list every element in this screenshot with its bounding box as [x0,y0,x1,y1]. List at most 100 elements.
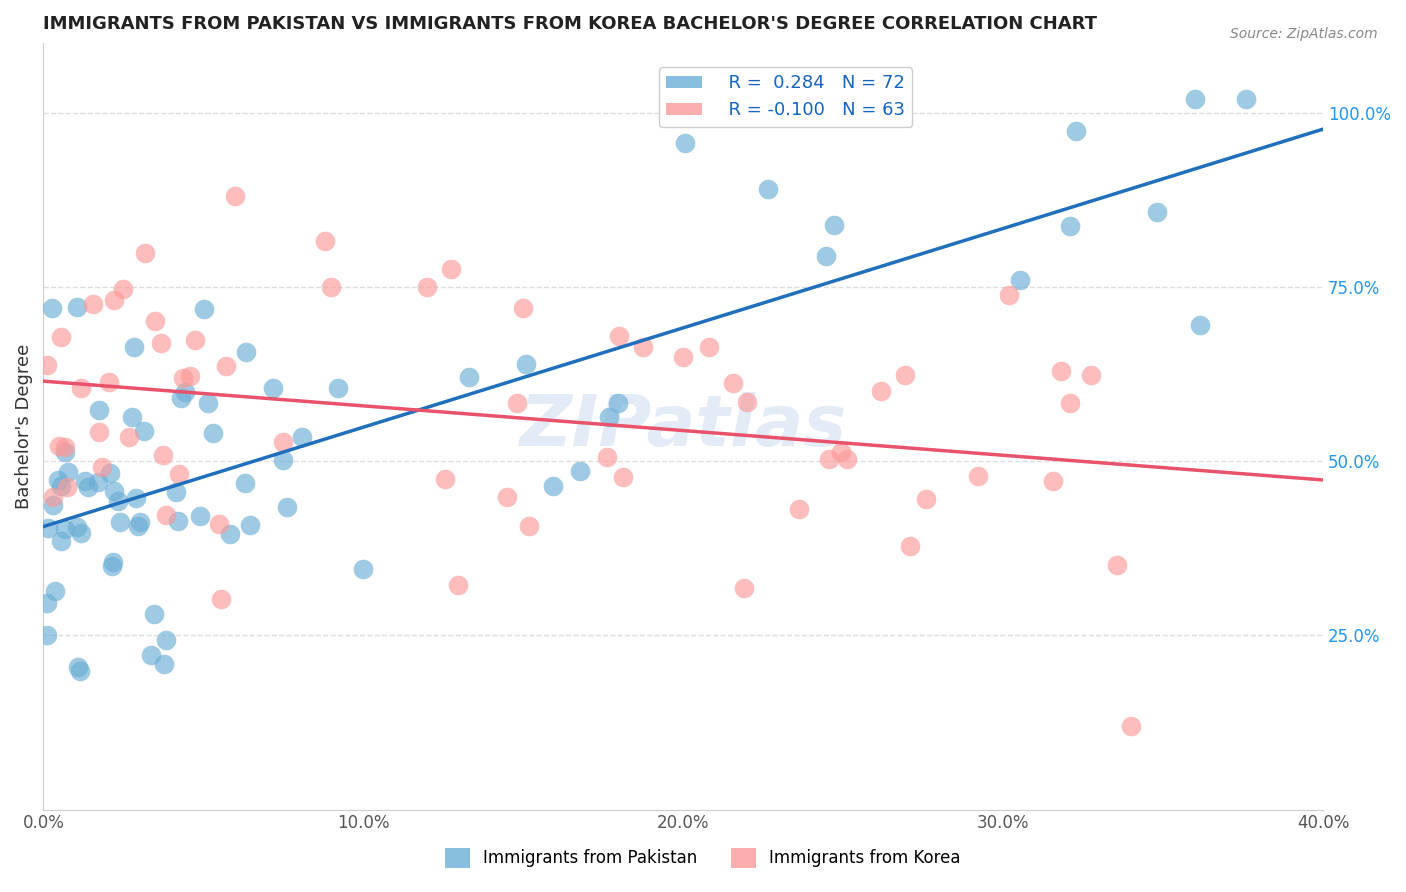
Immigrants from Pakistan [1010,273,1032,287]
Immigrants from Korea [184,333,207,347]
Immigrants from Pakistan [515,358,537,372]
Immigrants from Korea [915,492,938,507]
Immigrants from Pakistan [326,381,349,395]
Immigrants from Korea [496,490,519,504]
Immigrants from Korea [512,301,534,315]
Immigrants from Pakistan [152,657,174,671]
Immigrants from Korea [440,262,463,277]
Immigrants from Korea [1121,719,1143,733]
Immigrants from Korea [82,297,104,311]
Immigrants from Pakistan [35,627,58,641]
Immigrants from Korea [596,450,619,464]
Immigrants from Korea [118,430,141,444]
Immigrants from Pakistan [235,345,257,359]
Immigrants from Korea [42,490,65,504]
Immigrants from Pakistan [41,301,63,315]
Immigrants from Korea [134,246,156,260]
Immigrants from Korea [672,350,695,364]
Immigrants from Pakistan [65,520,87,534]
Immigrants from Korea [898,539,921,553]
Immigrants from Korea [208,516,231,531]
Immigrants from Korea [112,282,135,296]
Immigrants from Pakistan [352,562,374,576]
Immigrants from Korea [143,314,166,328]
Immigrants from Pakistan [271,452,294,467]
Immigrants from Pakistan [139,648,162,663]
Immigrants from Pakistan [51,479,73,493]
Immigrants from Pakistan [1189,318,1212,332]
Immigrants from Pakistan [35,596,58,610]
Legend:   R =  0.284   N = 72,   R = -0.100   N = 63: R = 0.284 N = 72, R = -0.100 N = 63 [659,67,912,127]
Immigrants from Pakistan [37,521,59,535]
Immigrants from Pakistan [190,509,212,524]
Immigrants from Pakistan [70,526,93,541]
Immigrants from Pakistan [569,464,592,478]
Immigrants from Korea [830,445,852,459]
Immigrants from Pakistan [155,632,177,647]
Immigrants from Korea [733,581,755,595]
Immigrants from Korea [1080,368,1102,382]
Immigrants from Korea [1050,364,1073,378]
Immigrants from Korea [35,358,58,372]
Immigrants from Pakistan [606,396,628,410]
Immigrants from Korea [56,480,79,494]
Immigrants from Korea [416,280,439,294]
Immigrants from Pakistan [53,522,76,536]
Immigrants from Pakistan [457,369,479,384]
Immigrants from Pakistan [541,479,564,493]
Immigrants from Pakistan [89,402,111,417]
Immigrants from Pakistan [125,491,148,505]
Immigrants from Pakistan [1064,124,1087,138]
Immigrants from Korea [90,459,112,474]
Immigrants from Korea [612,469,634,483]
Legend: Immigrants from Pakistan, Immigrants from Korea: Immigrants from Pakistan, Immigrants fro… [439,841,967,875]
Immigrants from Pakistan [46,473,69,487]
Immigrants from Korea [53,440,76,454]
Immigrants from Korea [70,381,93,395]
Immigrants from Korea [787,501,810,516]
Immigrants from Pakistan [121,409,143,424]
Immigrants from Pakistan [201,426,224,441]
Immigrants from Pakistan [598,409,620,424]
Immigrants from Korea [179,368,201,383]
Immigrants from Pakistan [53,445,76,459]
Immigrants from Korea [446,578,468,592]
Immigrants from Pakistan [87,475,110,489]
Immigrants from Pakistan [127,518,149,533]
Immigrants from Pakistan [1234,92,1257,106]
Immigrants from Pakistan [49,534,72,549]
Text: ZIPatlas: ZIPatlas [520,392,846,460]
Immigrants from Pakistan [103,483,125,498]
Immigrants from Korea [1105,558,1128,572]
Immigrants from Pakistan [233,476,256,491]
Immigrants from Korea [48,439,70,453]
Immigrants from Korea [505,396,527,410]
Immigrants from Korea [167,467,190,481]
Immigrants from Korea [607,328,630,343]
Immigrants from Pakistan [56,465,79,479]
Immigrants from Korea [737,395,759,409]
Immigrants from Pakistan [197,396,219,410]
Immigrants from Pakistan [143,607,166,621]
Immigrants from Pakistan [66,300,89,314]
Immigrants from Korea [103,293,125,307]
Immigrants from Pakistan [823,218,845,232]
Immigrants from Korea [155,508,177,523]
Immigrants from Pakistan [1184,92,1206,106]
Immigrants from Pakistan [134,424,156,438]
Immigrants from Pakistan [167,514,190,528]
Immigrants from Korea [1059,396,1081,410]
Immigrants from Korea [837,452,859,467]
Immigrants from Pakistan [219,527,242,541]
Immigrants from Pakistan [193,301,215,316]
Immigrants from Korea [631,339,654,353]
Immigrants from Korea [98,375,121,389]
Immigrants from Pakistan [98,466,121,480]
Immigrants from Pakistan [239,517,262,532]
Immigrants from Korea [697,340,720,354]
Y-axis label: Bachelor's Degree: Bachelor's Degree [15,343,32,508]
Text: IMMIGRANTS FROM PAKISTAN VS IMMIGRANTS FROM KOREA BACHELOR'S DEGREE CORRELATION : IMMIGRANTS FROM PAKISTAN VS IMMIGRANTS F… [44,15,1098,33]
Immigrants from Pakistan [673,136,696,150]
Immigrants from Pakistan [262,381,284,395]
Immigrants from Korea [319,280,342,294]
